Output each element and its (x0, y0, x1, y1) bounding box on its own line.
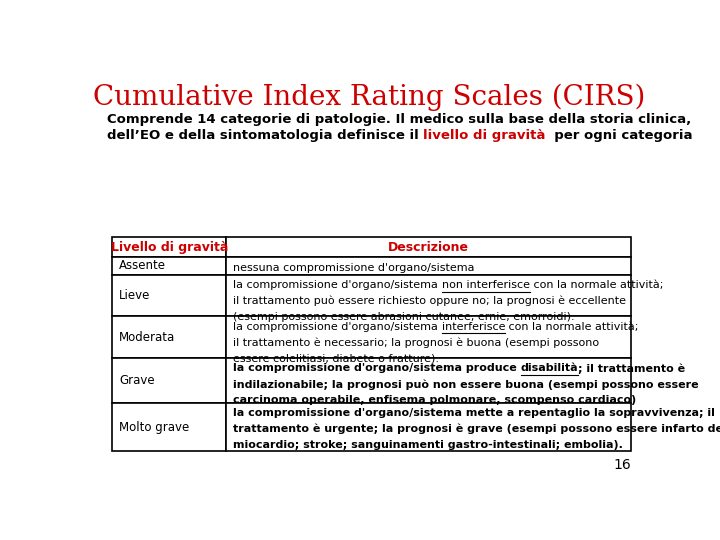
Text: non interferisce: non interferisce (441, 280, 529, 290)
Text: dell’EO e della sintomatologia definisce il: dell’EO e della sintomatologia definisce… (107, 129, 423, 142)
Text: livello di gravità: livello di gravità (423, 129, 546, 142)
Text: ; il trattamento è: ; il trattamento è (578, 363, 685, 374)
FancyBboxPatch shape (112, 403, 227, 451)
Text: Moderata: Moderata (119, 330, 175, 343)
FancyBboxPatch shape (227, 275, 631, 316)
Text: miocardio; stroke; sanguinamenti gastro-intestinali; embolia).: miocardio; stroke; sanguinamenti gastro-… (233, 440, 623, 450)
Text: con la normale attività;: con la normale attività; (505, 322, 639, 332)
FancyBboxPatch shape (112, 275, 227, 316)
Text: la compromissione d'organo/sistema: la compromissione d'organo/sistema (233, 280, 441, 290)
FancyBboxPatch shape (112, 257, 227, 275)
Text: Descrizione: Descrizione (388, 241, 469, 254)
Text: il trattamento può essere richiesto oppure no; la prognosi è eccellente: il trattamento può essere richiesto oppu… (233, 296, 626, 307)
FancyBboxPatch shape (227, 358, 631, 403)
Text: indilazionabile; la prognosi può non essere buona (esempi possono essere: indilazionabile; la prognosi può non ess… (233, 379, 699, 390)
Text: disabilità: disabilità (521, 363, 578, 373)
Text: il trattamento è necessario; la prognosi è buona (esempi possono: il trattamento è necessario; la prognosi… (233, 338, 599, 348)
Text: Cumulative Index Rating Scales (CIRS): Cumulative Index Rating Scales (CIRS) (93, 84, 645, 111)
FancyBboxPatch shape (112, 238, 227, 257)
FancyBboxPatch shape (112, 358, 227, 403)
Text: 16: 16 (613, 458, 631, 472)
Text: la compromissione d'organo/sistema mette a repentaglio la sopravvivenza; il: la compromissione d'organo/sistema mette… (233, 408, 715, 418)
Text: Livello di gravità: Livello di gravità (111, 241, 228, 254)
Text: per ogni categoria: per ogni categoria (546, 129, 693, 142)
Text: interferisce: interferisce (441, 322, 505, 332)
FancyBboxPatch shape (227, 403, 631, 451)
Text: Grave: Grave (119, 374, 155, 387)
Text: essere colelitiasi, diabete o fratture).: essere colelitiasi, diabete o fratture). (233, 353, 439, 363)
Text: trattamento è urgente; la prognosi è grave (esempi possono essere infarto del: trattamento è urgente; la prognosi è gra… (233, 424, 720, 434)
Text: con la normale attività;: con la normale attività; (529, 280, 663, 290)
FancyBboxPatch shape (227, 257, 631, 275)
Text: Comprende 14 categorie di patologie. Il medico sulla base della storia clinica,: Comprende 14 categorie di patologie. Il … (107, 113, 691, 126)
Text: Molto grave: Molto grave (119, 421, 189, 434)
Text: Lieve: Lieve (119, 289, 150, 302)
FancyBboxPatch shape (227, 316, 631, 358)
Text: carcinoma operabile, enfisema polmonare, scompenso cardiaco): carcinoma operabile, enfisema polmonare,… (233, 395, 636, 405)
Text: la compromissione d'organo/sistema produce: la compromissione d'organo/sistema produ… (233, 363, 521, 373)
Text: nessuna compromissione d'organo/sistema: nessuna compromissione d'organo/sistema (233, 262, 474, 273)
FancyBboxPatch shape (112, 316, 227, 358)
Text: la compromissione d'organo/sistema: la compromissione d'organo/sistema (233, 322, 441, 332)
Text: Assente: Assente (119, 259, 166, 273)
FancyBboxPatch shape (227, 238, 631, 257)
Text: (esempi possono essere abrasioni cutanee, ernie, emorroidi).: (esempi possono essere abrasioni cutanee… (233, 312, 575, 322)
